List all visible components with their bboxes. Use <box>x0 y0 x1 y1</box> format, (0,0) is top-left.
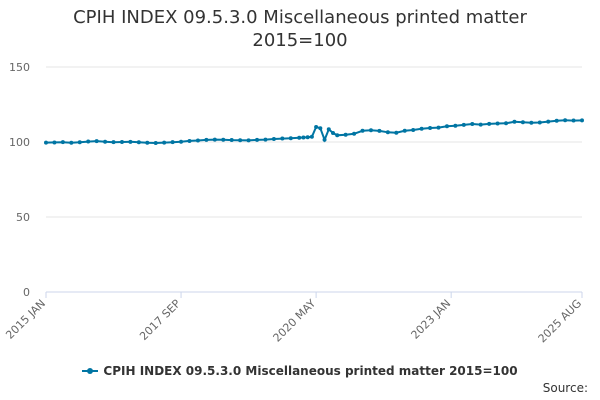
data-point <box>360 128 365 133</box>
data-point <box>263 137 268 142</box>
data-point <box>162 140 167 145</box>
data-point <box>461 122 466 127</box>
series-line <box>45 119 583 145</box>
y-tick-label: 100 <box>9 136 30 149</box>
data-point <box>436 125 441 130</box>
legend[interactable]: CPIH INDEX 09.5.3.0 Miscellaneous printe… <box>0 364 600 378</box>
data-point <box>444 124 449 129</box>
data-point <box>563 118 568 123</box>
y-tick-label: 50 <box>16 211 30 224</box>
data-point <box>305 135 310 140</box>
data-point <box>255 137 260 142</box>
data-point <box>111 140 116 145</box>
data-point <box>330 131 335 135</box>
data-point <box>326 127 331 132</box>
x-tick-label: 2025 AUG <box>536 297 585 346</box>
chart-title: CPIH INDEX 09.5.3.0 Miscellaneous printe… <box>0 6 600 52</box>
data-point <box>343 132 348 137</box>
data-point <box>86 139 91 144</box>
x-tick-label: 2023 JAN <box>409 297 454 342</box>
data-point <box>297 135 302 140</box>
data-point <box>368 128 373 133</box>
data-point <box>204 137 209 142</box>
data-point <box>402 128 407 133</box>
legend-label: CPIH INDEX 09.5.3.0 Miscellaneous printe… <box>103 364 518 378</box>
data-point <box>419 126 424 131</box>
data-point <box>179 139 184 144</box>
data-point <box>512 119 517 124</box>
data-point <box>520 120 525 125</box>
data-point <box>478 122 483 127</box>
chart-title-line-2: 2015=100 <box>252 30 348 51</box>
data-point <box>537 120 542 125</box>
data-point <box>377 128 382 133</box>
chart-title-line-1: CPIH INDEX 09.5.3.0 Miscellaneous printe… <box>73 7 527 28</box>
data-point <box>77 140 82 145</box>
x-tick-label: 2020 MAY <box>271 297 319 345</box>
data-point <box>453 123 458 128</box>
data-point <box>352 131 357 136</box>
data-point <box>153 141 158 146</box>
data-point <box>385 130 390 135</box>
data-point <box>69 140 74 145</box>
data-point <box>529 120 534 125</box>
data-point <box>571 118 576 123</box>
data-point <box>44 140 48 145</box>
data-point <box>554 118 559 123</box>
data-point <box>170 140 175 145</box>
data-point <box>60 140 65 145</box>
data-point <box>229 138 234 143</box>
data-point <box>94 139 99 144</box>
data-point <box>487 121 492 126</box>
data-point <box>187 138 192 143</box>
data-point <box>470 122 475 126</box>
data-point <box>212 137 217 142</box>
data-point <box>136 140 141 145</box>
data-point <box>145 140 150 145</box>
data-point <box>546 119 551 124</box>
data-point <box>288 136 293 141</box>
y-tick-label: 0 <box>23 286 30 299</box>
data-point <box>504 121 509 126</box>
data-point <box>221 137 226 142</box>
data-point <box>495 121 500 126</box>
data-point <box>335 133 340 138</box>
data-point <box>394 130 399 135</box>
data-point <box>580 118 584 123</box>
data-point <box>195 138 200 143</box>
y-tick-label: 150 <box>9 61 30 74</box>
data-point <box>411 128 416 132</box>
data-point <box>309 134 314 139</box>
source-label: Source: <box>542 381 588 395</box>
data-point <box>301 135 306 140</box>
data-point <box>428 126 433 131</box>
x-tick-label: 2015 JAN <box>3 297 48 342</box>
data-point <box>52 140 57 145</box>
data-point <box>103 139 108 144</box>
data-point <box>119 140 124 144</box>
legend-swatch <box>82 367 99 374</box>
data-point <box>318 126 323 131</box>
data-point <box>128 139 133 144</box>
data-point <box>271 137 276 141</box>
data-point <box>246 138 251 143</box>
data-point <box>322 137 327 142</box>
x-tick-label: 2017 SEP <box>137 297 183 343</box>
data-point <box>238 138 243 143</box>
data-point <box>314 125 319 129</box>
data-point <box>280 136 285 141</box>
